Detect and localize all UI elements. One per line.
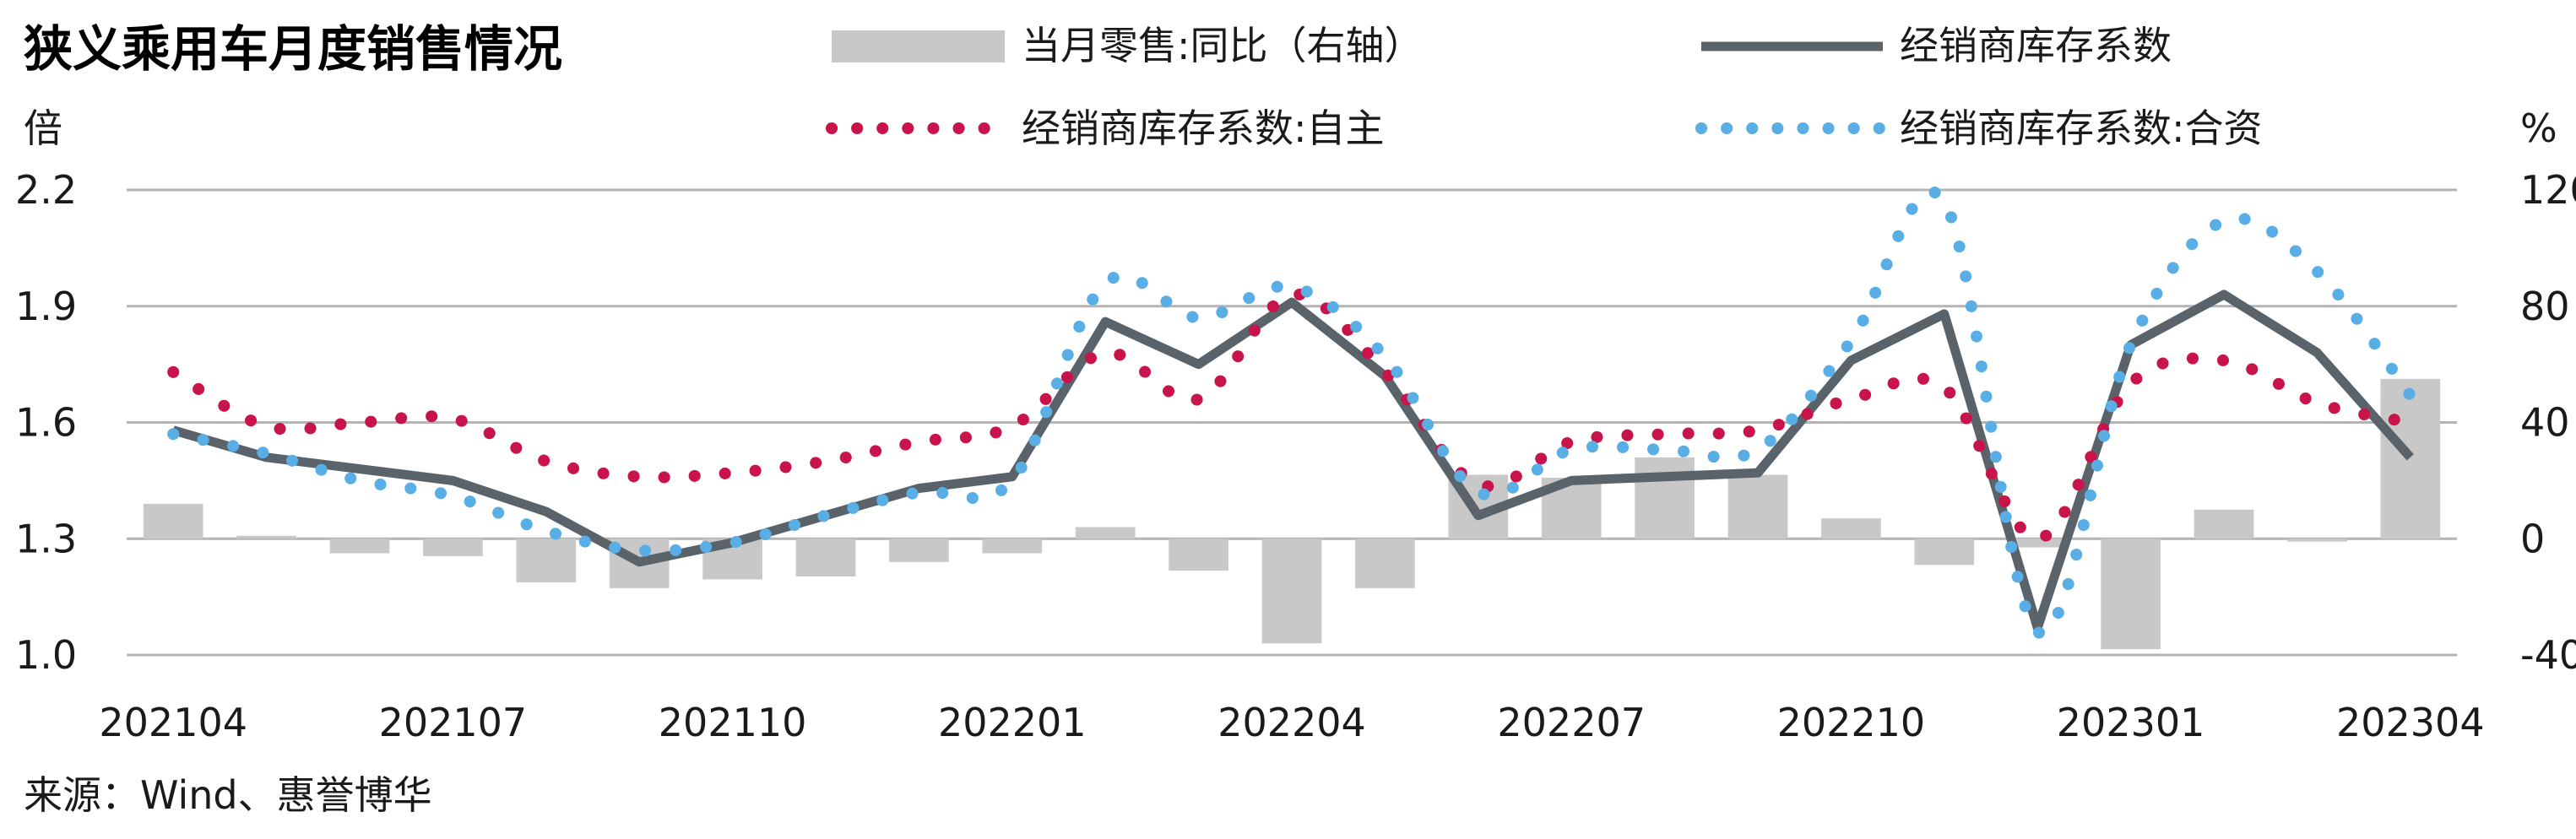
bar bbox=[2194, 509, 2254, 539]
y-left-unit: 倍 bbox=[24, 106, 62, 151]
x-tick-label: 202104 bbox=[99, 700, 247, 745]
source-note: 来源：Wind、惠誉博华 bbox=[24, 772, 432, 818]
x-tick-label: 202201 bbox=[938, 700, 1087, 745]
bar bbox=[329, 539, 390, 554]
y-right-tick-label: 40 bbox=[2520, 400, 2570, 446]
series-line-domestic bbox=[167, 288, 2416, 545]
legend-label-domestic: 经销商库存系数:自主 bbox=[1022, 106, 1385, 151]
bar bbox=[2380, 378, 2441, 539]
bar bbox=[2101, 539, 2161, 650]
y-left-ticks: 2.2 1.9 1.6 1.3 1.0 bbox=[15, 167, 77, 678]
y-left-tick-label: 1.0 bbox=[15, 632, 77, 678]
legend: 当月零售:同比（右轴） 经销商库存系数 经销商库存系数:自主 经销商库存系数:合… bbox=[826, 23, 2263, 151]
bar bbox=[889, 539, 949, 562]
bar-series bbox=[143, 378, 2441, 650]
bar bbox=[1261, 539, 1322, 644]
legend-swatch-bars bbox=[832, 30, 1005, 62]
bar bbox=[1914, 539, 1975, 566]
bar bbox=[1821, 518, 1881, 539]
y-right-tick-label: 120 bbox=[2520, 167, 2576, 213]
bar bbox=[423, 539, 483, 556]
x-tick-label: 202210 bbox=[1777, 700, 1926, 745]
legend-label-total: 经销商库存系数 bbox=[1900, 23, 2172, 68]
x-tick-label: 202204 bbox=[1217, 700, 1366, 745]
y-right-tick-label: 0 bbox=[2520, 516, 2545, 561]
x-tick-labels: 202104 202107 202110 202201 202204 202207 2022… bbox=[99, 700, 2484, 745]
y-right-unit: % bbox=[2520, 106, 2557, 151]
chart-title: 狭义乘用车月度销售情况 bbox=[24, 20, 562, 78]
line-series bbox=[167, 186, 2416, 640]
bar bbox=[1169, 539, 1228, 571]
y-right-tick-label: -40 bbox=[2520, 632, 2576, 678]
legend-label-bars: 当月零售:同比（右轴） bbox=[1022, 23, 1424, 68]
y-left-tick-label: 2.2 bbox=[15, 167, 77, 213]
bar bbox=[795, 539, 856, 577]
y-left-tick-label: 1.3 bbox=[15, 516, 77, 561]
bar bbox=[1635, 457, 1695, 539]
x-tick-label: 202207 bbox=[1497, 700, 1646, 745]
legend-label-jv: 经销商库存系数:合资 bbox=[1900, 106, 2263, 151]
bar bbox=[2287, 539, 2347, 542]
bar bbox=[982, 539, 1043, 554]
bar bbox=[1355, 539, 1415, 588]
bar bbox=[2007, 539, 2068, 548]
y-left-tick-label: 1.9 bbox=[15, 284, 77, 329]
bar bbox=[236, 535, 296, 539]
x-tick-label: 202110 bbox=[659, 700, 807, 745]
y-right-tick-label: 80 bbox=[2520, 284, 2570, 329]
bar bbox=[1727, 474, 1788, 539]
bar bbox=[1075, 527, 1136, 539]
x-tick-label: 202304 bbox=[2336, 700, 2485, 745]
bar bbox=[516, 539, 577, 582]
x-tick-label: 202301 bbox=[2057, 700, 2205, 745]
series-line-jv bbox=[167, 186, 2416, 640]
y-right-ticks: 120 80 40 0 -40 bbox=[2520, 167, 2576, 678]
x-tick-label: 202107 bbox=[379, 700, 528, 745]
bar bbox=[143, 503, 203, 539]
y-left-tick-label: 1.6 bbox=[15, 400, 77, 446]
